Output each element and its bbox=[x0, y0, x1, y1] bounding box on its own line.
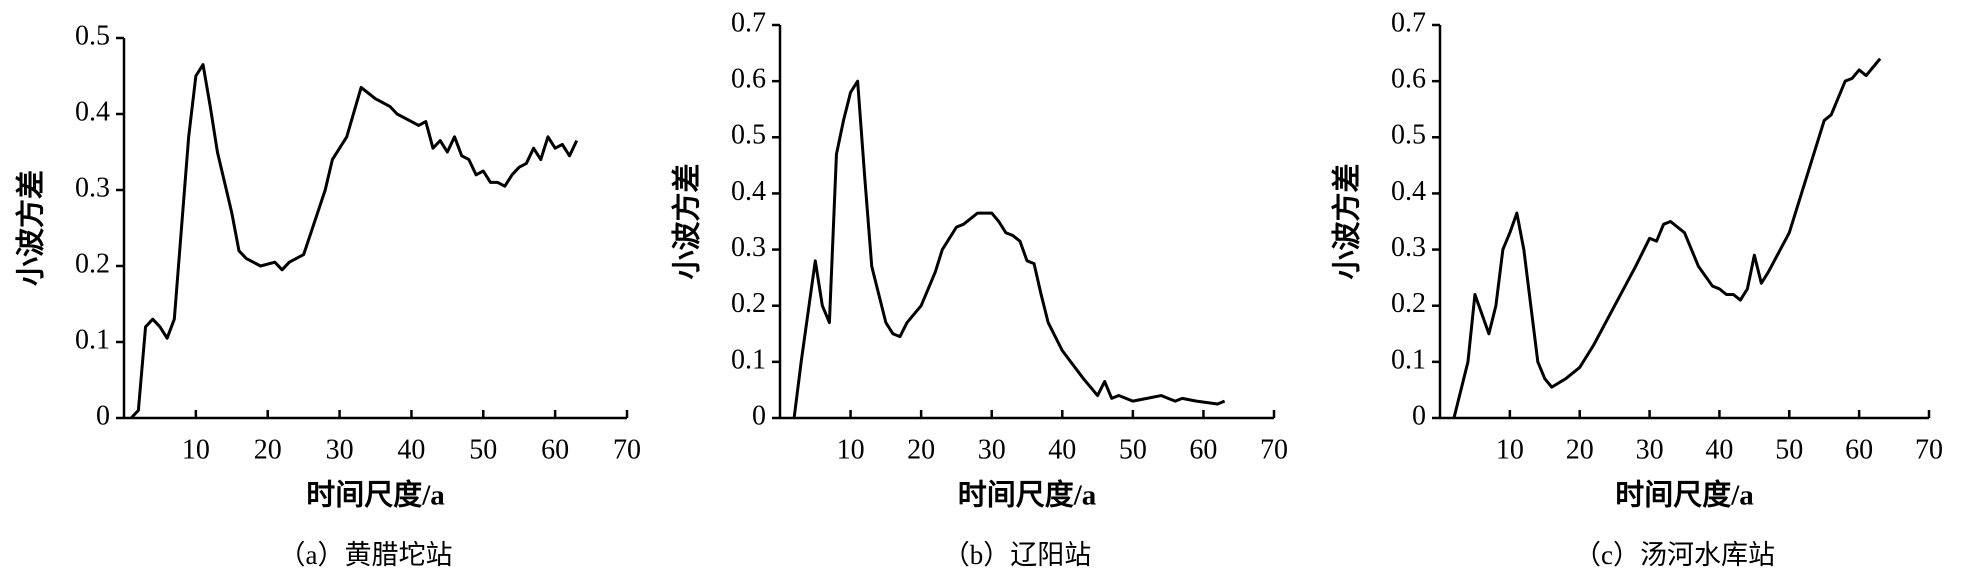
y-tick-label: 0.4 bbox=[1391, 176, 1426, 207]
x-tick-label: 10 bbox=[182, 434, 210, 465]
x-axis-label: 时间尺度/a bbox=[958, 479, 1097, 512]
y-tick-label: 0.7 bbox=[731, 7, 766, 38]
x-tick-label: 40 bbox=[1048, 434, 1076, 465]
x-tick-label: 60 bbox=[541, 434, 569, 465]
x-tick-label: 20 bbox=[907, 434, 935, 465]
x-axis-label: 时间尺度/a bbox=[1615, 479, 1754, 512]
y-tick-label: 0.7 bbox=[1391, 7, 1426, 38]
x-tick-label: 20 bbox=[1566, 434, 1594, 465]
y-tick-label: 0 bbox=[752, 400, 766, 431]
data-line bbox=[792, 79, 1226, 419]
x-tick-label: 30 bbox=[326, 434, 354, 465]
y-tick-label: 0.1 bbox=[1391, 344, 1426, 375]
y-tick-label: 0.5 bbox=[1391, 120, 1426, 151]
y-tick-label: 0 bbox=[1412, 400, 1426, 431]
data-line bbox=[130, 63, 579, 420]
y-tick-label: 0.3 bbox=[1391, 232, 1426, 263]
y-tick-label: 0.2 bbox=[1391, 288, 1426, 319]
y-tick-label: 0 bbox=[96, 400, 110, 431]
y-tick-label: 0.4 bbox=[75, 96, 110, 127]
x-tick-label: 50 bbox=[1775, 434, 1803, 465]
y-tick-label: 0.2 bbox=[731, 288, 766, 319]
y-tick-label: 0.6 bbox=[731, 64, 766, 95]
x-tick-label: 30 bbox=[978, 434, 1006, 465]
x-tick-label: 50 bbox=[1119, 434, 1147, 465]
y-tick-label: 0.5 bbox=[75, 20, 110, 51]
x-tick-label: 70 bbox=[1915, 434, 1943, 465]
x-tick-label: 60 bbox=[1189, 434, 1217, 465]
data-line bbox=[1452, 57, 1882, 419]
x-tick-label: 40 bbox=[1705, 434, 1733, 465]
x-tick-label: 30 bbox=[1636, 434, 1664, 465]
y-axis-label: 小波方差 bbox=[1330, 163, 1364, 279]
y-tick-label: 0.5 bbox=[731, 120, 766, 151]
y-axis-label: 小波方差 bbox=[670, 163, 704, 279]
x-tick-label: 70 bbox=[613, 434, 641, 465]
y-axis-label: 小波方差 bbox=[14, 170, 48, 286]
x-tick-label: 10 bbox=[1496, 434, 1524, 465]
y-tick-label: 0.3 bbox=[731, 232, 766, 263]
x-tick-label: 60 bbox=[1845, 434, 1873, 465]
x-tick-label: 20 bbox=[254, 434, 282, 465]
x-tick-label: 40 bbox=[397, 434, 425, 465]
x-tick-label: 10 bbox=[837, 434, 865, 465]
y-tick-label: 0.6 bbox=[1391, 64, 1426, 95]
caption: （a）黄腊坨站 bbox=[279, 540, 453, 570]
x-tick-label: 50 bbox=[469, 434, 497, 465]
x-tick-label: 70 bbox=[1260, 434, 1288, 465]
y-tick-label: 0.3 bbox=[75, 172, 110, 203]
y-tick-label: 0.1 bbox=[731, 344, 766, 375]
y-tick-label: 0.2 bbox=[75, 248, 110, 279]
caption: （b）辽阳站 bbox=[943, 540, 1092, 570]
x-axis-label: 时间尺度/a bbox=[306, 479, 445, 512]
y-tick-label: 0.4 bbox=[731, 176, 766, 207]
y-tick-label: 0.1 bbox=[75, 324, 110, 355]
caption: （c）汤河水库站 bbox=[1574, 540, 1775, 570]
